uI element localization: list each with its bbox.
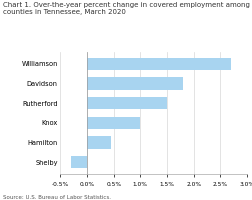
Bar (87, 77, 183, 90)
Bar (87, 117, 140, 129)
Text: Chart 1. Over-the-year percent change in covered employment among the largest
co: Chart 1. Over-the-year percent change in… (3, 2, 252, 15)
Bar (87, 136, 111, 149)
Bar (71, 156, 87, 168)
Bar (87, 58, 231, 70)
Text: Source: U.S. Bureau of Labor Statistics.: Source: U.S. Bureau of Labor Statistics. (3, 195, 111, 200)
Bar (87, 97, 167, 109)
